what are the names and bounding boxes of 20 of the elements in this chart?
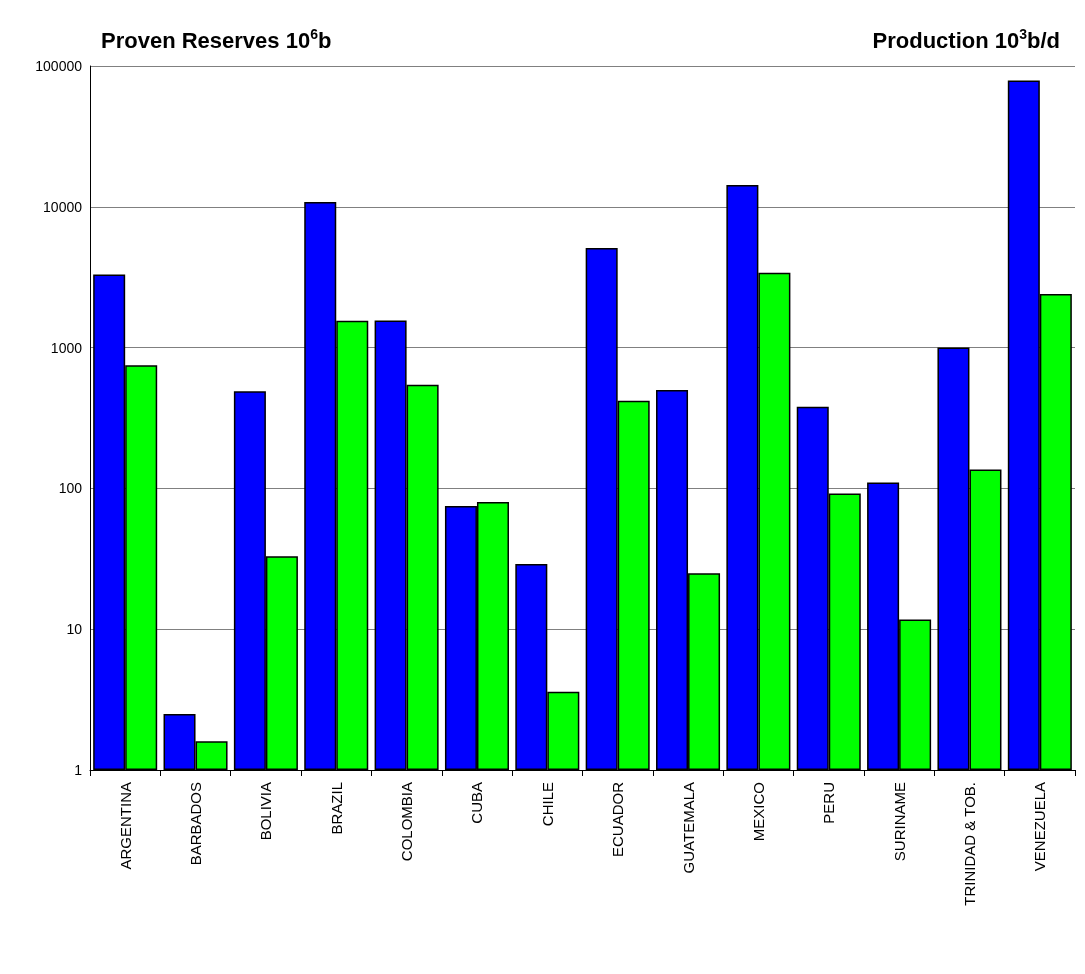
y-tick-label: 100000 (35, 58, 83, 74)
x-tick-label: ARGENTINA (116, 782, 134, 870)
x-tick-label: VENEZUELA (1031, 782, 1049, 872)
x-tick-label: COLOMBIA (398, 782, 416, 862)
x-tick-label: BARBADOS (187, 782, 205, 866)
y-tick-label: 100 (58, 480, 83, 497)
x-tick-label: SURINAME (890, 782, 908, 862)
x-tick-label: CUBA (468, 782, 486, 824)
y-tick-label: 1000 (50, 339, 83, 356)
y-tick-label: 10 (66, 621, 83, 638)
x-tick-label: PERU (820, 782, 838, 824)
x-tick-label: TRINIDAD & TOB. (960, 782, 978, 906)
x-tick-label: BOLIVIA (257, 782, 275, 841)
x-tick-label: CHILE (538, 782, 556, 827)
x-tick-label: MEXICO (749, 782, 767, 842)
x-tick-label: BRAZIL (327, 782, 345, 835)
x-tick-label: GUATEMALA (679, 782, 697, 874)
x-tick-label: ECUADOR (609, 781, 627, 858)
y-tick-label: 1 (74, 762, 83, 778)
y-tick-label: 10000 (43, 198, 83, 215)
